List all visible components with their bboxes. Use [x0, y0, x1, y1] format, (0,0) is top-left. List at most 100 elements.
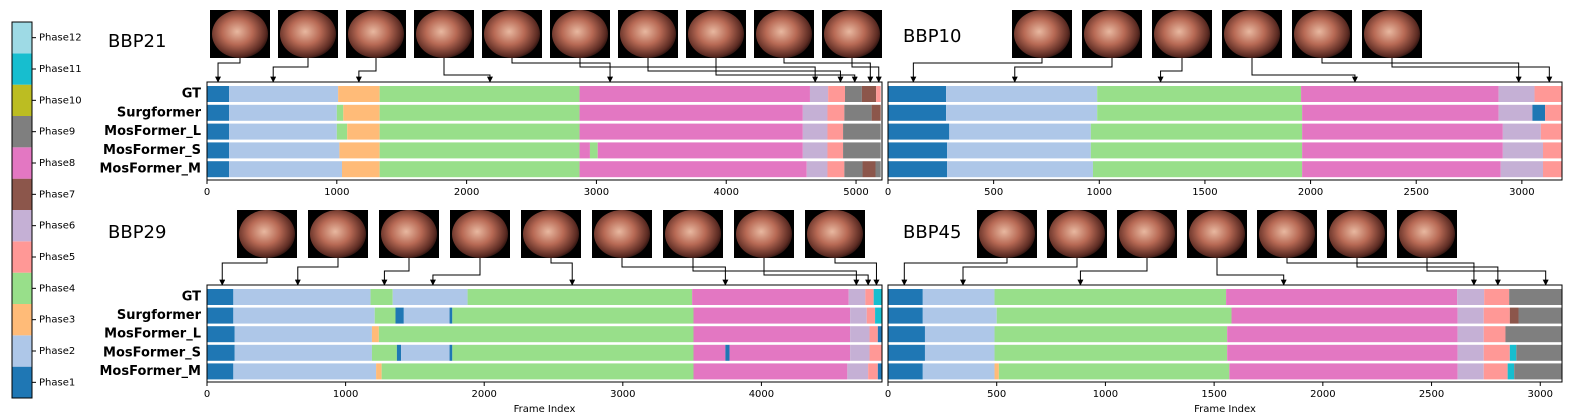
phase-segment: [336, 123, 348, 140]
phase-segment: [693, 363, 848, 380]
keyframe-arrow: [851, 58, 882, 83]
thumbnail-image: [1189, 210, 1245, 258]
keyframe-arrow: [215, 58, 241, 83]
phase-segment: [725, 344, 730, 361]
phase-segment: [922, 307, 997, 324]
thumbnail-image: [1294, 10, 1350, 58]
keyframe-arrow: [834, 258, 880, 286]
thumbnail-image: [348, 10, 404, 58]
phase-segment: [207, 104, 230, 121]
phase-segment: [371, 344, 397, 361]
phase-segment: [888, 307, 923, 324]
phase-segment: [229, 123, 337, 140]
phase-segment: [395, 307, 404, 324]
legend-swatch: [12, 241, 32, 273]
keyframe-arrow: [1077, 258, 1148, 286]
panel-title: BBP21: [108, 31, 166, 52]
x-tick-label: 2500: [1403, 187, 1428, 198]
phase-segment: [875, 161, 881, 178]
thumbnail-image: [280, 10, 336, 58]
phase-segment: [403, 307, 450, 324]
phase-segment: [1483, 326, 1506, 343]
keyframe-arrow: [1011, 58, 1113, 83]
phase-segment: [693, 326, 851, 343]
keyframe-arrow: [219, 258, 268, 286]
legend-swatch: [12, 210, 32, 242]
row-label: MosFormer_M: [99, 162, 201, 177]
keyframe-arrow: [1321, 58, 1522, 83]
phase-segment: [449, 307, 453, 324]
phase-segment: [1302, 161, 1501, 178]
keyframe-arrow: [1216, 258, 1287, 286]
legend-label: Phase4: [39, 283, 75, 294]
x-tick-label: 5000: [843, 187, 868, 198]
phase-segment: [379, 161, 580, 178]
thumbnail-image: [523, 210, 579, 258]
phase-segment: [452, 344, 694, 361]
phase-segment: [381, 363, 694, 380]
thumbnail-image: [552, 10, 608, 58]
thumbnail-image: [484, 10, 540, 58]
phase-segment: [1097, 104, 1303, 121]
phase-segment: [401, 344, 450, 361]
phase-segment: [207, 326, 235, 343]
phase-segment: [876, 86, 881, 102]
phase-segment: [868, 363, 878, 380]
phase-segment: [1484, 289, 1510, 305]
phase-segment: [924, 326, 995, 343]
x-tick-label: 2000: [471, 389, 496, 400]
phase-segment: [229, 161, 342, 178]
legend-swatch: [12, 84, 32, 116]
phase-segment: [1457, 326, 1484, 343]
keyframe-arrow: [550, 258, 576, 286]
phase-segment: [877, 363, 882, 380]
phase-segment: [1509, 344, 1517, 361]
phase-segment: [844, 104, 872, 121]
phase-segment: [888, 123, 950, 140]
phase-segment: [207, 344, 235, 361]
phase-segment: [342, 161, 380, 178]
row-label: GT: [182, 87, 201, 102]
thumbnail-image: [239, 210, 295, 258]
phase-segment: [850, 344, 870, 361]
x-tick-label: 3000: [1528, 389, 1553, 400]
phase-segment: [378, 326, 694, 343]
phase-segment: [1231, 307, 1458, 324]
keyframe-arrow: [429, 258, 481, 286]
phase-segment: [888, 289, 923, 305]
phase-segment: [949, 123, 1091, 140]
phase-segment: [207, 307, 234, 324]
phase-segment: [888, 363, 923, 380]
x-tick-label: 0: [885, 187, 891, 198]
phase-segment: [1090, 123, 1303, 140]
legend-label: Phase1: [39, 377, 75, 388]
keyframe-arrow: [910, 58, 1043, 83]
thumbnail-image: [1259, 210, 1315, 258]
phase-segment: [827, 104, 845, 121]
phase-segment: [1227, 344, 1458, 361]
phase-segment: [994, 344, 1228, 361]
legend-swatch: [12, 272, 32, 304]
thumbnail-image: [452, 210, 508, 258]
keyframe-arrow: [763, 258, 872, 286]
phase-segment: [861, 86, 877, 102]
phase-segment: [1534, 86, 1562, 102]
thumbnail-image: [1399, 210, 1455, 258]
phase-segment: [869, 326, 878, 343]
thumbnail-image: [212, 10, 268, 58]
keyframe-arrow: [1286, 258, 1477, 286]
phase-segment: [376, 363, 382, 380]
phase-segment: [1498, 104, 1533, 121]
phase-segment: [998, 363, 1230, 380]
x-tick-label: 0: [204, 389, 210, 400]
thumbnail-image: [1119, 210, 1175, 258]
phase-segment: [1540, 123, 1562, 140]
thumbnail-image: [688, 10, 744, 58]
phase-segment: [924, 344, 995, 361]
phase-segment: [947, 142, 1091, 159]
legend-swatch: [12, 147, 32, 179]
row-label: Surgformer: [117, 308, 202, 323]
thumbnail-image: [1014, 10, 1070, 58]
thumbnail-image: [1224, 10, 1280, 58]
